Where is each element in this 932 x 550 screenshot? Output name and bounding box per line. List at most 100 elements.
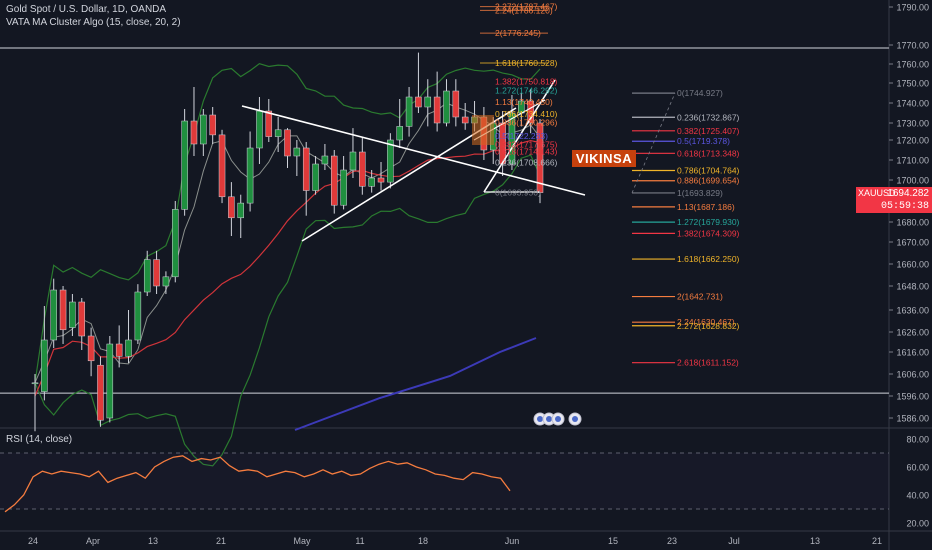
fib-extension-label: 0.786(1734.410) [495,109,558,119]
fib-level-label: 0.786(1704.764) [677,165,740,175]
candle-body [424,96,432,108]
candle-body [302,147,310,191]
candle-body [143,259,151,293]
price-tick-label: 1660.00 [896,260,929,270]
rsi-tick-label: 60.00 [906,463,929,473]
fib-extension-label: 0.618(1714.143) [495,147,558,157]
price-tick-label: 1596.00 [896,392,929,402]
price-tick-label: 1586.00 [896,414,929,424]
candle-body [536,122,544,193]
candle-body [387,139,394,183]
candle-body [256,110,263,149]
candle-body [331,155,338,206]
candle-body [246,147,254,204]
fib-level-label: 0.886(1699.654) [677,176,740,186]
fib-level-label: 0.382(1725.407) [677,126,740,136]
time-tick-label: Apr [86,536,100,546]
candle-body [312,163,319,191]
upper-band-line [34,63,541,383]
candle-body [274,129,282,137]
candle-body [405,96,413,127]
candle-body [31,382,39,385]
price-tick-label: 1626.00 [896,328,929,338]
price-tick-label: 1750.00 [896,79,929,89]
price-tick-label: 1730.00 [896,119,929,129]
price-tick-label: 1680.00 [896,218,929,228]
time-tick-label: Jun [505,536,520,546]
bar-countdown: 05:59:38 [856,200,932,213]
rsi-tick-label: 80.00 [906,435,929,445]
candle-body [200,114,207,145]
candle-body [115,343,123,357]
symbol-label: XAUUSD [858,188,896,198]
time-tick-label: 23 [667,536,677,546]
wedge-line-a [483,79,556,193]
candle-body [321,155,329,165]
fib-level-label: 2.24(1630.467) [677,317,735,327]
candle-body [265,110,273,137]
candle-body [162,276,170,287]
rsi-tick-label: 40.00 [906,491,929,501]
fib-level-label: 0.618(1713.348) [677,148,740,158]
candle-body [228,196,235,219]
price-tick-label: 1740.00 [896,99,929,109]
price-tick-label: 1606.00 [896,370,929,380]
price-tick-label: 1670.00 [896,238,929,248]
candle-body [134,291,142,341]
price-tick-label: 1790.00 [896,3,929,13]
candle-body [368,177,375,187]
flag-icon-center [537,416,543,422]
candle-body [349,151,357,171]
price-tick-label: 1760.00 [896,60,929,70]
candle-body [293,147,301,157]
time-tick-label: 13 [148,536,158,546]
fib-level-label: 2.272(1628.832) [677,321,740,331]
candle-body [78,301,86,337]
flag-icon-center [546,416,552,422]
candle-body [153,259,160,287]
time-tick-label: 15 [608,536,618,546]
candle-body [284,129,291,157]
candle-body [340,169,347,206]
candle-body [237,202,244,219]
candle-body [452,90,460,118]
fib-level-label: 2.618(1611.152) [677,358,739,368]
price-tick-label: 1616.00 [896,348,929,358]
candle-body [87,335,95,362]
current-price-value: 1694.282 [887,188,929,199]
fib-extension-label: 0(1693.950) [495,188,541,198]
fib-extension-label: 2.24(1786.120) [495,5,553,15]
fib-level-label: 2(1642.731) [677,292,723,302]
candle-body [433,96,441,124]
fib-extension-label: 2.272(1787.467) [495,2,558,12]
candle-body [527,100,534,124]
fib-level-label: 1.13(1687.186) [677,202,735,212]
lower-band-line [34,154,541,467]
rsi-legend: RSI (14, close) [6,434,73,445]
candle-body [97,364,104,421]
time-tick-label: May [293,536,311,546]
price-tick-label: 1770.00 [896,41,929,51]
fib-level-label: 1(1693.829) [677,188,723,198]
time-tick-label: 11 [355,536,364,546]
time-tick-label: Jul [728,536,740,546]
time-tick-label: 18 [418,536,428,546]
price-tick-label: 1710.00 [896,156,929,166]
fib-extension-label: 0.5(1722.283) [495,131,548,141]
fib-level-label: 0(1744.927) [677,88,723,98]
indicator-legend: VATA MA Cluster Algo (15, close, 20, 2) [6,17,181,28]
fib-extension-label: 0.236(1708.666) [495,158,558,168]
fib-extension-label: 2(1776.245) [495,28,541,38]
brand-label: VIKINSA [572,150,636,167]
fib-level-label: 1.272(1679.930) [677,217,740,227]
price-tick-label: 1648.00 [896,282,929,292]
candle-body [172,209,179,278]
flag-icon-center [555,416,561,422]
candle-body [396,126,403,141]
fib-extension-label: 1.382(1750.818) [495,76,558,86]
fib-level-label: 1.618(1662.250) [677,254,740,264]
fib-extension-label: 0.886(1730.296) [495,117,558,127]
price-tick-label: 1700.00 [896,176,929,186]
highlight-zone [472,115,494,145]
